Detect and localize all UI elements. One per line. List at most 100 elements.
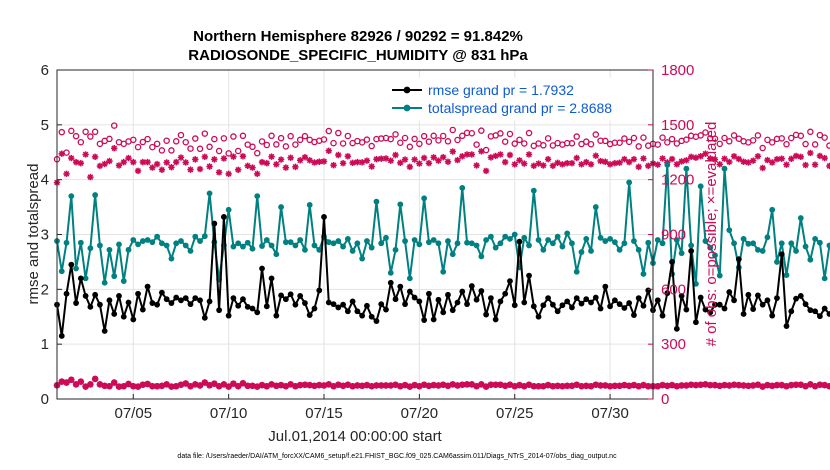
obs-possible-marker — [58, 128, 66, 136]
obs-evaluated-marker — [287, 154, 294, 161]
obs-evaluated-marker — [578, 161, 585, 168]
spread-point — [440, 268, 447, 275]
rmse-point — [607, 303, 613, 310]
obs-possible-marker — [468, 129, 476, 137]
rmse-point — [802, 301, 809, 308]
obs-evaluated-marker — [373, 155, 380, 163]
rmse-point — [454, 299, 461, 306]
spread-point — [344, 235, 351, 242]
obs-evaluated-low-marker — [91, 375, 99, 383]
obs-possible-marker — [416, 140, 423, 148]
obs-possible-marker — [702, 129, 709, 136]
obs-possible-marker — [568, 140, 576, 147]
obs-possible-marker — [783, 140, 790, 148]
obs-evaluated-low-marker — [807, 381, 814, 388]
obs-evaluated-low-marker — [234, 383, 242, 390]
obs-evaluated-marker — [301, 153, 309, 161]
obs-possible-marker — [225, 150, 232, 157]
obs-possible-marker — [239, 132, 247, 140]
obs-evaluated-low-marker — [826, 383, 830, 390]
obs-evaluated-low-marker — [96, 381, 104, 388]
spread-point — [182, 242, 189, 249]
obs-evaluated-marker — [668, 155, 676, 163]
obs-evaluated-low-marker — [273, 382, 280, 390]
obs-evaluated-low-marker — [339, 382, 347, 390]
rmse-point — [769, 312, 776, 319]
right-tick-label: 1800 — [661, 62, 694, 79]
obs-evaluated-low-marker — [463, 381, 471, 388]
obs-evaluated-marker — [211, 156, 218, 163]
obs-possible-marker — [802, 140, 809, 148]
obs-evaluated-low-marker — [111, 379, 118, 386]
rmse-point — [502, 290, 509, 297]
obs-evaluated-marker — [730, 153, 738, 160]
spread-point — [354, 240, 361, 247]
obs-evaluated-low-marker — [225, 383, 232, 390]
obs-evaluated-low-marker — [187, 383, 194, 390]
rmse-point — [392, 296, 399, 303]
obs-evaluated-low-marker — [192, 381, 199, 388]
obs-possible-marker — [621, 135, 628, 142]
spread-point — [340, 243, 346, 250]
obs-evaluated-low-marker — [597, 382, 604, 389]
obs-possible-marker — [158, 147, 166, 154]
obs-evaluated-marker — [87, 173, 94, 181]
obs-evaluated-low-marker — [120, 383, 127, 390]
obs-evaluated-marker — [387, 157, 394, 164]
obs-evaluated-marker — [454, 156, 461, 164]
obs-evaluated-low-marker — [230, 380, 237, 387]
rmse-point — [559, 302, 566, 309]
obs-evaluated-low-marker — [468, 381, 476, 388]
rmse-point — [521, 299, 528, 306]
obs-possible-marker — [344, 132, 352, 140]
obs-evaluated-marker — [411, 156, 418, 163]
obs-possible-marker — [196, 145, 204, 153]
rmse-point — [168, 300, 175, 306]
rmse-point — [464, 301, 470, 308]
obs-evaluated-marker — [273, 161, 280, 168]
obs-evaluated-low-marker — [501, 382, 509, 390]
rmse-point — [235, 302, 242, 309]
spread-point — [58, 268, 65, 275]
obs-evaluated-marker — [563, 160, 571, 167]
obs-evaluated-marker — [368, 163, 375, 170]
rmse-point — [693, 319, 699, 326]
rmse-point — [697, 294, 704, 301]
obs-evaluated-marker — [654, 161, 661, 168]
obs-evaluated-marker — [645, 162, 652, 169]
x-axis-label: Jul.01,2014 00:00:00 start — [268, 428, 442, 445]
spread-point — [373, 198, 380, 205]
obs-evaluated-marker — [215, 169, 223, 176]
obs-possible-marker — [87, 133, 94, 140]
rmse-point — [678, 293, 685, 299]
spread-point — [206, 190, 213, 197]
obs-evaluated-low-marker — [821, 381, 828, 389]
x-tick-label: 07/25 — [496, 405, 534, 422]
spread-point — [564, 230, 571, 237]
rmse-point — [120, 313, 127, 320]
spread-point — [306, 201, 313, 208]
rmse-point — [163, 296, 170, 303]
spread-point — [611, 239, 618, 246]
obs-evaluated-low-marker — [416, 383, 423, 390]
obs-evaluated-low-marker — [773, 381, 781, 389]
spread-point — [330, 240, 337, 247]
obs-evaluated-low-marker — [716, 382, 723, 390]
spread-point — [788, 240, 795, 247]
obs-possible-marker — [220, 135, 228, 142]
obs-possible-marker — [716, 140, 724, 148]
obs-possible-marker — [292, 141, 299, 148]
obs-evaluated-low-marker — [444, 382, 452, 390]
obs-evaluated-low-marker — [249, 382, 256, 390]
rmse-point — [478, 288, 485, 294]
rmse-point — [545, 295, 552, 302]
obs-evaluated-marker — [101, 160, 108, 168]
obs-evaluated-marker — [382, 155, 390, 162]
spread-point — [492, 244, 499, 251]
rmse-point — [497, 298, 504, 305]
rmse-point — [368, 313, 375, 320]
rmse-point — [178, 297, 184, 304]
spread-point — [411, 237, 418, 243]
left-tick-label: 3 — [41, 227, 49, 244]
spread-point — [201, 233, 208, 240]
